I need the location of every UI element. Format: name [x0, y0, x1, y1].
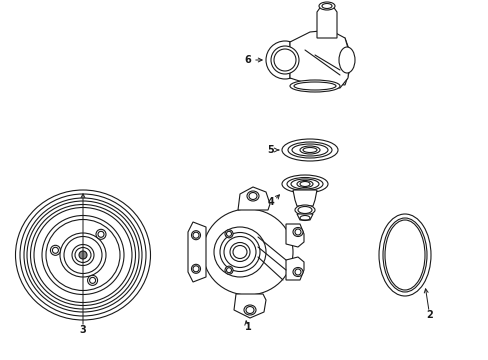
Ellipse shape [42, 216, 124, 294]
Text: 2: 2 [426, 310, 432, 320]
Ellipse shape [286, 177, 323, 190]
Ellipse shape [224, 266, 232, 274]
Ellipse shape [244, 305, 256, 315]
Ellipse shape [282, 139, 337, 161]
Polygon shape [289, 30, 349, 88]
Text: 1: 1 [244, 322, 251, 332]
Polygon shape [187, 222, 205, 282]
Ellipse shape [229, 243, 249, 261]
Ellipse shape [294, 269, 301, 275]
Ellipse shape [96, 229, 106, 239]
Ellipse shape [224, 230, 232, 238]
Ellipse shape [220, 233, 260, 271]
Ellipse shape [16, 190, 150, 320]
Polygon shape [238, 187, 269, 210]
Ellipse shape [24, 198, 142, 312]
Ellipse shape [299, 146, 319, 154]
Text: 5: 5 [267, 145, 274, 155]
Ellipse shape [191, 231, 200, 240]
Ellipse shape [282, 175, 327, 193]
Ellipse shape [30, 204, 135, 306]
Ellipse shape [60, 233, 106, 277]
Ellipse shape [72, 244, 94, 266]
Ellipse shape [203, 209, 292, 295]
Ellipse shape [287, 142, 331, 158]
Ellipse shape [270, 46, 298, 74]
Ellipse shape [87, 275, 98, 285]
Ellipse shape [318, 2, 334, 10]
Ellipse shape [246, 191, 259, 201]
Ellipse shape [292, 267, 303, 276]
Polygon shape [292, 190, 316, 206]
Polygon shape [316, 5, 336, 38]
Ellipse shape [50, 245, 61, 255]
Ellipse shape [338, 47, 354, 73]
Ellipse shape [382, 218, 426, 292]
Ellipse shape [79, 251, 87, 259]
Polygon shape [289, 38, 349, 85]
Polygon shape [296, 214, 312, 220]
Ellipse shape [289, 80, 339, 92]
Ellipse shape [191, 264, 200, 273]
Ellipse shape [294, 205, 314, 215]
Polygon shape [285, 257, 304, 280]
Ellipse shape [292, 228, 303, 237]
Ellipse shape [214, 227, 265, 277]
Ellipse shape [378, 214, 430, 296]
Polygon shape [285, 224, 304, 247]
Polygon shape [234, 294, 265, 318]
Ellipse shape [265, 41, 304, 79]
Text: 4: 4 [267, 197, 274, 207]
Ellipse shape [296, 180, 312, 188]
Text: 6: 6 [244, 55, 251, 65]
Text: 3: 3 [80, 325, 86, 335]
